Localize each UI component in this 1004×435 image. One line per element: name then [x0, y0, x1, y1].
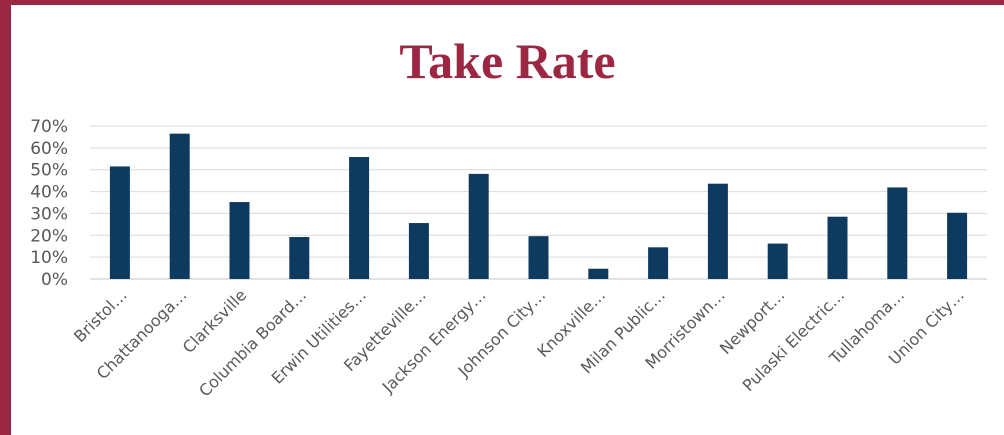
- y-tick-label: 30%: [30, 204, 68, 224]
- bar: [408, 223, 429, 279]
- bar: [169, 133, 190, 279]
- bar: [528, 236, 549, 279]
- bar: [349, 157, 370, 279]
- y-tick-label: 70%: [30, 117, 68, 137]
- bar: [289, 237, 310, 279]
- bar: [827, 216, 848, 279]
- bar: [887, 187, 908, 279]
- bar: [229, 202, 250, 279]
- y-tick-label: 0%: [41, 270, 68, 290]
- x-tick-label: Bristol…: [70, 285, 131, 346]
- x-tick-label: Columbia Board…: [195, 285, 310, 400]
- y-tick-label: 10%: [30, 248, 68, 268]
- bars: [109, 133, 968, 279]
- bar: [109, 166, 130, 279]
- y-tick-label: 60%: [30, 139, 68, 159]
- bar: [767, 243, 788, 279]
- x-tick-label: Jackson Energy…: [378, 285, 490, 397]
- bar: [588, 268, 609, 279]
- x-tick-label: Pulaski Electric…: [739, 285, 849, 395]
- chart-title: Take Rate: [399, 33, 616, 89]
- y-axis-ticks: 0%10%20%30%40%50%60%70%: [30, 117, 68, 290]
- x-axis-ticks: Bristol…Chattanooga…ClarksvilleColumbia …: [70, 285, 968, 400]
- bar: [648, 247, 669, 279]
- y-tick-label: 40%: [30, 183, 68, 203]
- frame-left-border: [0, 0, 11, 435]
- y-tick-label: 20%: [30, 226, 68, 246]
- bar: [707, 183, 728, 279]
- frame-top-border: [0, 0, 1004, 5]
- bar: [468, 173, 489, 279]
- bar: [947, 212, 968, 279]
- y-tick-label: 50%: [30, 161, 68, 181]
